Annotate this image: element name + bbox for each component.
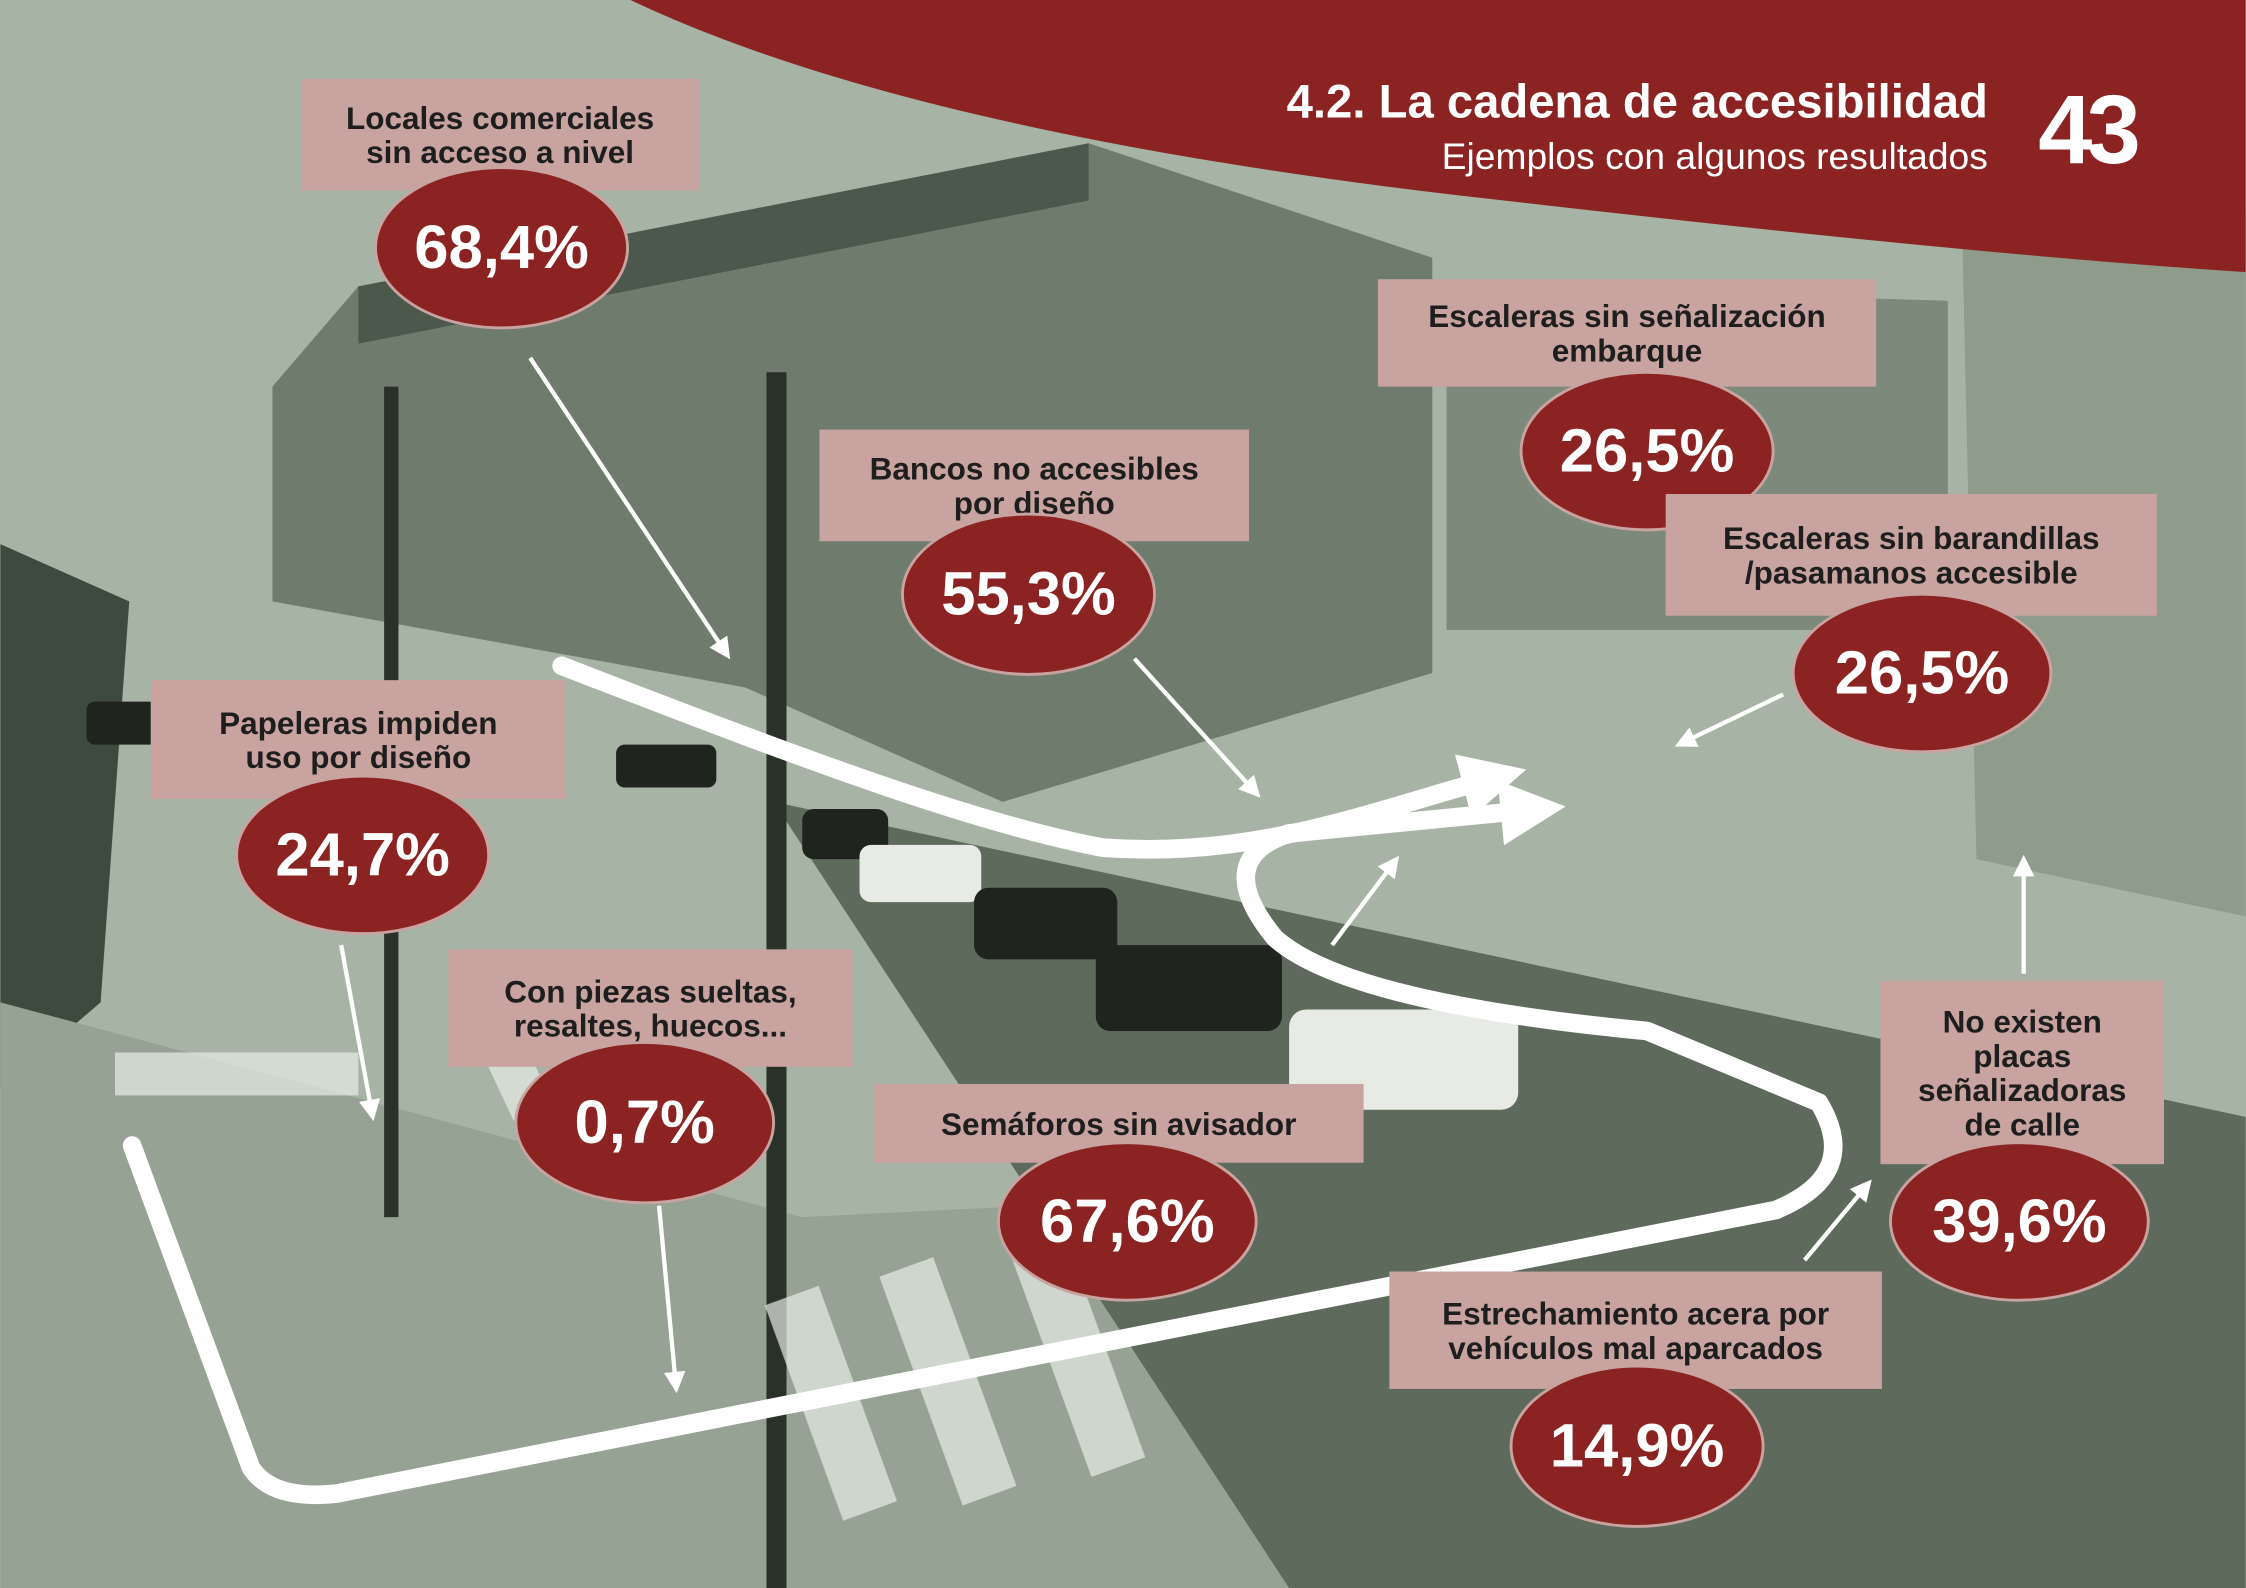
label-line: vehículos mal aparcados bbox=[1448, 1330, 1823, 1366]
label-line: Escaleras sin señalización bbox=[1428, 298, 1825, 334]
page-number: 43 bbox=[2038, 75, 2137, 184]
value-text: 55,3% bbox=[941, 560, 1116, 629]
label-line: señalizadoras bbox=[1918, 1072, 2126, 1108]
label-line: Bancos no accesibles bbox=[870, 451, 1199, 487]
label-line: Locales comerciales bbox=[346, 100, 654, 136]
label-line: Papeleras impiden bbox=[219, 705, 497, 741]
label-line: No existen bbox=[1943, 1003, 2102, 1039]
value-text: 67,6% bbox=[1040, 1187, 1215, 1256]
value-text: 26,5% bbox=[1835, 639, 2010, 708]
label-line: /pasamanos accesible bbox=[1745, 555, 2078, 591]
label-line: placas bbox=[1973, 1038, 2071, 1074]
infographic: 4.2. La cadena de accesibilidad Ejemplos… bbox=[0, 0, 2246, 1588]
label-line: Escaleras sin barandillas bbox=[1723, 520, 2099, 556]
label-line: Con piezas sueltas, bbox=[504, 973, 796, 1009]
label-line: Semáforos sin avisador bbox=[941, 1106, 1296, 1142]
page-title: 4.2. La cadena de accesibilidad bbox=[1287, 75, 1988, 128]
label-line: Estrechamiento acera por bbox=[1442, 1296, 1829, 1332]
page: {"header": {"title": "4.2. La cadena de … bbox=[0, 0, 2246, 1588]
label-line: embarque bbox=[1552, 333, 1703, 369]
value-text: 24,7% bbox=[275, 820, 450, 889]
label-line: sin acceso a nivel bbox=[366, 134, 634, 170]
label-line: uso por diseño bbox=[245, 739, 471, 775]
value-text: 26,5% bbox=[1560, 417, 1735, 486]
value-text: 39,6% bbox=[1932, 1187, 2107, 1256]
value-text: 0,7% bbox=[575, 1088, 715, 1157]
label-line: resaltes, huecos... bbox=[514, 1008, 787, 1044]
page-subtitle: Ejemplos con algunos resultados bbox=[1442, 135, 1988, 177]
value-text: 14,9% bbox=[1550, 1412, 1725, 1481]
label-line: de calle bbox=[1964, 1107, 2080, 1143]
value-text: 68,4% bbox=[414, 213, 589, 282]
